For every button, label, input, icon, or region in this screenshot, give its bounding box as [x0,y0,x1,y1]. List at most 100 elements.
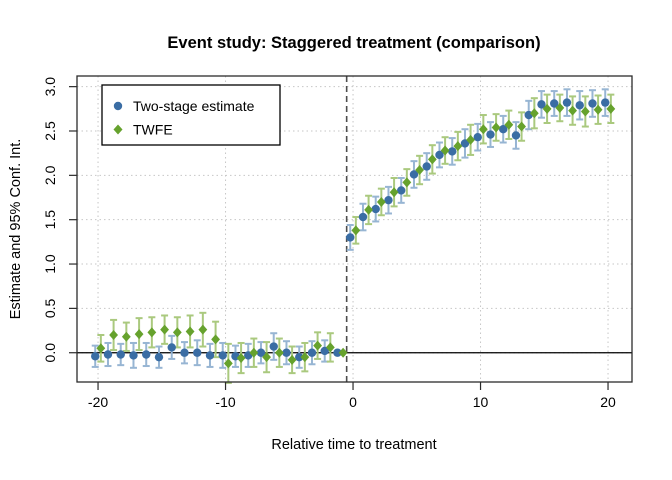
x-tick-label: 20 [600,394,616,410]
data-point-circle [193,348,202,357]
data-point-diamond [453,141,463,152]
data-point-diamond [134,329,144,340]
data-point-circle [384,195,393,205]
data-point-diamond [198,324,208,335]
data-point-diamond [478,124,488,135]
data-point-circle [333,348,342,357]
data-point-diamond [376,196,386,207]
plot-box-border [76,75,633,383]
data-point-diamond [96,343,106,354]
data-point-circle [142,350,151,359]
data-point-circle [562,98,572,107]
legend-box [101,84,281,146]
y-tick-label: 0.5 [42,298,58,318]
data-point-diamond [415,165,424,176]
data-point-circle [371,204,380,214]
data-point-circle [295,352,304,362]
y-tick-label: 2.5 [42,121,58,141]
data-point-circle [601,98,610,107]
data-point-diamond [402,177,412,188]
data-point-diamond [236,353,246,364]
data-point-circle [256,348,266,357]
data-point-diamond [504,119,514,130]
data-point-circle [473,133,482,142]
data-point-circle [103,350,113,359]
data-point-diamond [606,103,616,114]
data-point-diamond [593,104,603,115]
data-point-diamond [364,204,373,215]
data-point-circle [511,131,521,140]
reference-lines-layer [77,76,632,382]
data-point-diamond [109,329,118,340]
legend: Two-stage estimate TWFE [101,84,281,146]
data-point-circle [154,352,164,362]
data-point-diamond [262,352,271,363]
data-point-circle [397,186,406,195]
data-point-diamond [568,105,577,116]
data-point-diamond [338,347,348,358]
data-point-circle [282,348,291,357]
x-tick-label: 0 [349,394,357,410]
data-point-diamond [147,327,157,338]
y-tick-label: 1.0 [42,254,58,274]
data-point-circle [409,170,419,179]
data-point-diamond [427,154,437,165]
data-point-diamond [185,326,195,337]
data-point-diamond [287,354,297,365]
y-tick-label: 0.0 [42,343,58,363]
x-tick-label: 10 [473,394,489,410]
data-point-diamond [440,145,450,156]
legend-marker-diamond-icon [113,124,123,135]
data-layer [91,88,616,384]
data-point-diamond [325,342,335,353]
data-point-circle [129,351,138,360]
data-point-circle [346,233,355,242]
data-point-circle [320,346,329,356]
y-tick-label: 1.5 [42,210,58,230]
legend-label-twfe: TWFE [133,122,173,138]
data-point-diamond [580,106,590,117]
data-point-diamond [466,134,475,145]
data-point-diamond [211,334,220,345]
data-point-circle [116,350,125,359]
data-point-circle [575,101,584,110]
axis-ticks-layer: -20 -10 0 10 20 0.0 0.5 1.0 1.5 2.0 2.5 3.0 [42,77,616,410]
y-tick-label: 3.0 [42,77,58,97]
data-point-diamond [121,331,131,342]
data-point-circle [180,348,189,357]
data-point-circle [499,125,508,134]
y-tick-label: 2.0 [42,165,58,185]
data-point-diamond [249,347,259,358]
chart-title: Event study: Staggered treatment (compar… [167,34,540,52]
data-point-circle [358,212,368,222]
x-tick-label: -10 [215,394,235,410]
data-point-circle [588,99,597,108]
data-point-diamond [555,102,565,113]
data-point-circle [448,147,457,156]
legend-label-two-stage: Two-stage estimate [133,98,255,114]
data-point-circle [307,348,317,357]
data-point-circle [422,162,431,171]
data-point-circle [550,99,559,108]
legend-marker-circle-icon [113,101,123,111]
data-point-circle [537,100,546,109]
y-axis-title: Estimate and 95% Conf. Int. [8,139,24,320]
data-point-diamond [313,340,322,351]
data-point-diamond [389,187,399,198]
data-point-circle [205,351,215,360]
data-point-diamond [274,347,284,358]
data-point-circle [486,130,495,139]
data-point-diamond [300,352,310,363]
data-point-circle [218,351,227,360]
data-point-circle [435,150,444,160]
x-tick-label: -20 [88,394,108,410]
data-point-diamond [517,121,526,132]
data-point-diamond [542,103,552,114]
data-point-diamond [223,358,233,369]
data-point-diamond [529,108,539,119]
x-axis-title: Relative time to treatment [271,437,436,453]
data-point-circle [460,139,470,148]
data-point-diamond [351,225,361,236]
